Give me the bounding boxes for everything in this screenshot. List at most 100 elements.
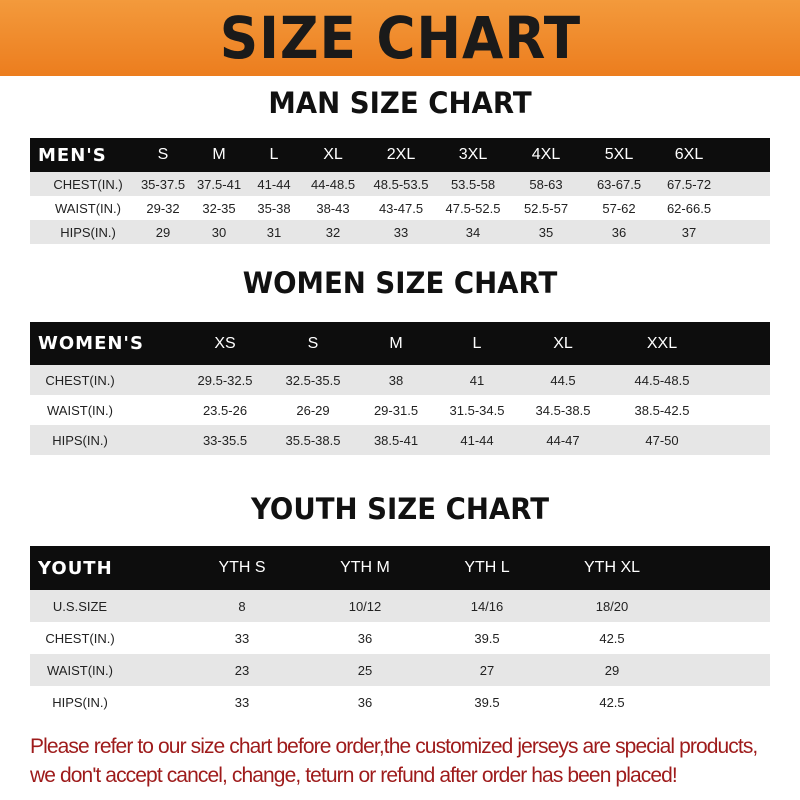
row-label: HIPS(IN.) (60, 224, 116, 240)
table-row: WAIST(IN.) 23.5-26 26-29 29-31.5 31.5-34.5 34… (30, 395, 770, 425)
table-cell: 33-35.5 (202, 432, 248, 448)
table-cell: 35 (538, 224, 554, 240)
table-cell: 32.5-35.5 (285, 372, 341, 388)
size-header: S (307, 334, 319, 352)
table-cell: 35-37.5 (140, 176, 186, 192)
table-cell: 29 (155, 224, 171, 240)
size-header: 3XL (458, 146, 488, 163)
table-cell: 33 (234, 630, 250, 646)
size-header: 2XL (386, 146, 416, 163)
row-label: WAIST(IN.) (47, 402, 113, 418)
size-header: YTH S (218, 559, 266, 576)
table-cell: 63-67.5 (596, 176, 642, 192)
table-cell: 41-44 (460, 432, 494, 448)
women-title: WOMEN SIZE CHART (242, 266, 558, 300)
men-title: MAN SIZE CHART (268, 86, 532, 120)
table-cell: 53.5-58 (450, 176, 496, 192)
table-row: CHEST(IN.) 29.5-32.5 32.5-35.5 38 41 44.5 44.5… (30, 365, 770, 395)
size-header: XL (323, 146, 343, 163)
size-header: YTH L (464, 559, 510, 576)
table-cell: 31 (266, 224, 282, 240)
table-cell: 44-47 (546, 432, 580, 448)
table-cell: 25 (357, 662, 373, 678)
row-label: WAIST(IN.) (55, 200, 121, 216)
table-cell: 44-48.5 (310, 176, 356, 192)
men-size-table: MEN'S S M L XL 2XL 3XL 4XL 5XL 6XL CHEST(IN.) 35-37… (30, 138, 770, 244)
banner: SIZE CHART (0, 0, 800, 76)
size-header: M (389, 334, 403, 352)
table-cell: 48.5-53.5 (373, 176, 429, 192)
table-category-label: YOUTH (38, 557, 113, 579)
table-row: CHEST(IN.) 35-37.5 37.5-41 41-44 44-48.5 48.5… (30, 172, 770, 196)
table-cell: 10/12 (348, 598, 382, 614)
table-cell: 8 (238, 598, 246, 614)
table-category-label: MEN'S (38, 144, 107, 166)
women-size-table: WOMEN'S XS S M L XL XXL CHEST(IN.) 29.5-32.5 32.5… (30, 322, 770, 455)
table-cell: 36 (357, 694, 373, 710)
row-label: HIPS(IN.) (52, 432, 108, 448)
table-row: WAIST(IN.) 23 25 27 29 (30, 654, 770, 686)
table-category-label: WOMEN'S (38, 333, 144, 354)
table-cell: 42.5 (599, 630, 625, 646)
table-cell: 31.5-34.5 (449, 402, 505, 418)
table-cell: 39.5 (474, 694, 500, 710)
table-cell: 29-31.5 (373, 402, 419, 418)
table-cell: 27 (479, 662, 495, 678)
table-row: HIPS(IN.) 33-35.5 35.5-38.5 38.5-41 41-44 44-… (30, 425, 770, 455)
table-cell: 32 (325, 224, 341, 240)
row-label: WAIST(IN.) (47, 662, 113, 678)
table-cell: 35.5-38.5 (285, 432, 341, 448)
table-cell: 14/16 (470, 598, 504, 614)
size-header: S (157, 146, 169, 163)
table-cell: 29-32 (146, 200, 180, 216)
row-label: CHEST(IN.) (53, 176, 123, 192)
table-row: HIPS(IN.) 29 30 31 32 33 34 35 36 37 (30, 220, 770, 244)
table-cell: 23 (234, 662, 250, 678)
table-cell: 34 (465, 224, 481, 240)
table-header-row: YOUTH YTH S YTH M YTH L YTH XL (30, 546, 770, 590)
table-cell: 38-43 (316, 200, 350, 216)
notice-line-2: we don't accept cancel, change, teturn o… (30, 764, 678, 787)
table-cell: 38.5-41 (373, 432, 419, 448)
row-label: HIPS(IN.) (52, 694, 108, 710)
table-cell: 32-35 (202, 200, 236, 216)
youth-title: YOUTH SIZE CHART (250, 492, 550, 526)
table-cell: 44.5-48.5 (634, 372, 690, 388)
row-label: U.S.SIZE (52, 598, 108, 614)
table-cell: 41-44 (257, 176, 291, 192)
row-label: CHEST(IN.) (45, 630, 115, 646)
table-cell: 57-62 (602, 200, 636, 216)
row-label: CHEST(IN.) (45, 372, 115, 388)
size-header: YTH M (340, 559, 390, 576)
table-cell: 29.5-32.5 (197, 372, 253, 388)
table-cell: 58-63 (529, 176, 563, 192)
table-cell: 39.5 (474, 630, 500, 646)
table-cell: 38 (388, 372, 404, 388)
table-cell: 18/20 (595, 598, 629, 614)
table-cell: 47-50 (645, 432, 679, 448)
table-cell: 41 (469, 372, 485, 388)
table-cell: 37.5-41 (196, 176, 242, 192)
size-header: XS (214, 334, 236, 352)
size-header: 4XL (531, 146, 561, 163)
table-cell: 67.5-72 (666, 176, 712, 192)
table-cell: 62-66.5 (666, 200, 712, 216)
table-cell: 38.5-42.5 (634, 402, 690, 418)
size-header: M (212, 146, 226, 163)
table-cell: 23.5-26 (202, 402, 248, 418)
table-cell: 33 (234, 694, 250, 710)
size-header: 5XL (604, 146, 634, 163)
table-cell: 34.5-38.5 (535, 402, 591, 418)
table-cell: 44.5 (550, 372, 576, 388)
size-header: XXL (646, 334, 678, 352)
table-row: HIPS(IN.) 33 36 39.5 42.5 (30, 686, 770, 718)
notice-line-1: Please refer to our size chart before or… (30, 735, 758, 758)
table-header-row: MEN'S S M L XL 2XL 3XL 4XL 5XL 6XL (30, 138, 770, 172)
table-cell: 36 (611, 224, 627, 240)
size-header: 6XL (674, 146, 704, 163)
table-cell: 37 (681, 224, 697, 240)
youth-size-table: YOUTH YTH S YTH M YTH L YTH XL U.S.SIZE 8 10/12… (30, 546, 770, 718)
size-header: XL (553, 334, 573, 352)
size-header: L (269, 146, 279, 163)
table-cell: 30 (211, 224, 227, 240)
